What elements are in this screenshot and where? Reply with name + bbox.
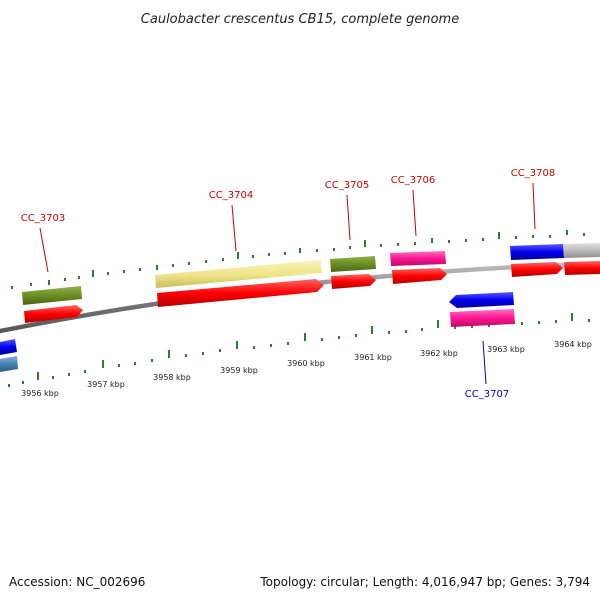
feature-cc3705-olive[interactable] bbox=[330, 256, 376, 272]
gene-label-cc3706[interactable]: CC_3706 bbox=[391, 175, 435, 186]
cds-cc3707-reverse-arrow[interactable] bbox=[449, 292, 514, 308]
gene-label-cc3707[interactable]: CC_3707 bbox=[465, 389, 509, 400]
feature-cc3707-magenta[interactable] bbox=[450, 309, 515, 327]
cds-cc3703-arrow[interactable] bbox=[24, 305, 83, 323]
kbp-label-3962: 3962 kbp bbox=[420, 349, 458, 358]
gene-label-cc3704[interactable]: CC_3704 bbox=[209, 190, 253, 201]
leader-cc3706 bbox=[412, 189, 417, 237]
cds-cc3704-arrow[interactable] bbox=[157, 279, 324, 307]
kbp-label-3961: 3961 kbp bbox=[354, 353, 392, 362]
kbp-label-3958: 3958 kbp bbox=[153, 373, 191, 382]
genome-summary-text: Topology: circular; Length: 4,016,947 bp… bbox=[259, 575, 590, 589]
feature-cc3703-olive[interactable] bbox=[22, 286, 82, 305]
kbp-label-3957: 3957 kbp bbox=[87, 380, 125, 389]
cds-next-arrow[interactable] bbox=[564, 261, 600, 275]
cds-cc3708-arrow[interactable] bbox=[511, 262, 563, 277]
map-title: Caulobacter crescentus CB15, complete ge… bbox=[141, 12, 459, 27]
leader-cc3707 bbox=[482, 340, 487, 385]
gene-label-cc3705[interactable]: CC_3705 bbox=[325, 180, 369, 191]
leader-cc3704 bbox=[231, 204, 237, 252]
leader-cc3708 bbox=[532, 182, 536, 230]
kbp-label-3959: 3959 kbp bbox=[220, 366, 258, 375]
feature-left-blue[interactable] bbox=[0, 339, 17, 355]
kbp-label-3963: 3963 kbp bbox=[487, 345, 525, 354]
outer-tick-row bbox=[11, 230, 585, 289]
cds-cc3705-arrow[interactable] bbox=[331, 274, 376, 289]
leader-cc3705 bbox=[346, 194, 351, 241]
feature-cc3706-magenta[interactable] bbox=[390, 251, 446, 266]
kbp-label-3956: 3956 kbp bbox=[21, 389, 59, 398]
kbp-label-3964: 3964 kbp bbox=[554, 340, 592, 349]
gene-label-cc3708[interactable]: CC_3708 bbox=[511, 168, 555, 179]
kbp-label-3960: 3960 kbp bbox=[287, 359, 325, 368]
feature-cc3708-blue[interactable] bbox=[510, 244, 564, 260]
feature-next-grey[interactable] bbox=[563, 243, 600, 258]
leader-cc3703 bbox=[39, 227, 49, 273]
gene-label-cc3703[interactable]: CC_3703 bbox=[21, 213, 65, 224]
cds-cc3706-arrow[interactable] bbox=[392, 268, 447, 284]
accession-text: Accession: NC_002696 bbox=[9, 575, 145, 589]
feature-cc3704-khaki[interactable] bbox=[155, 260, 322, 288]
feature-left-steelblue[interactable] bbox=[0, 356, 18, 372]
